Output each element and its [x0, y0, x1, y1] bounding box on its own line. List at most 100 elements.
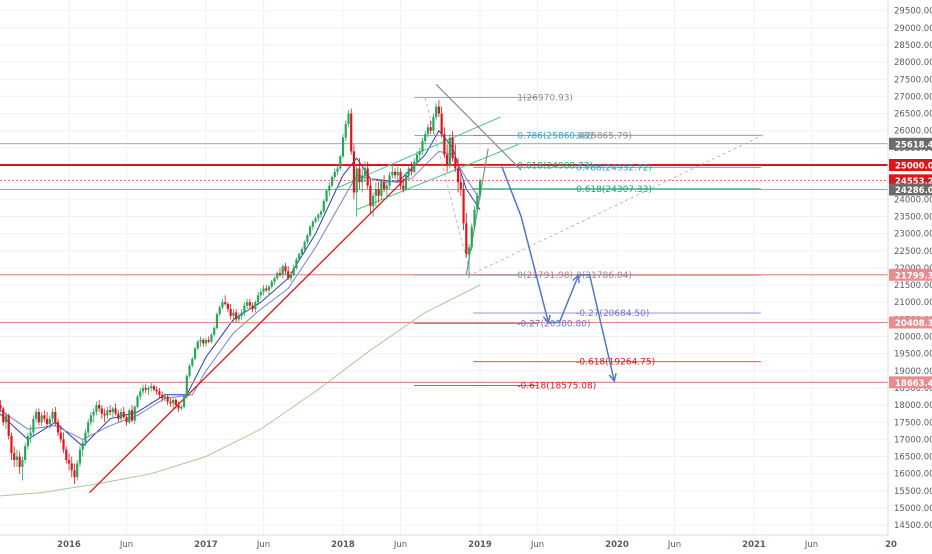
candle-body — [355, 168, 358, 193]
candle-body — [459, 182, 462, 190]
candle-body — [84, 432, 87, 443]
candle-body — [193, 348, 197, 359]
candle-body — [344, 123, 347, 138]
trendline — [89, 174, 410, 494]
candle-body — [119, 411, 123, 419]
candle-body — [478, 180, 482, 196]
candle-body — [169, 401, 172, 404]
fib-level-label: 1(26970.93) — [517, 93, 573, 103]
candle-body — [210, 334, 213, 342]
candle-body — [421, 140, 424, 152]
candle-body — [232, 312, 235, 316]
candle-body — [404, 175, 408, 190]
candle-body — [372, 195, 375, 207]
candle-body — [62, 439, 65, 450]
candle-body — [393, 171, 397, 176]
candle-body — [59, 432, 62, 440]
projection-arrowhead — [542, 314, 551, 325]
price-tick-label: 16500.00 — [894, 453, 932, 463]
price-level-tag-label: 21799.36 — [895, 271, 932, 281]
candle-body — [224, 302, 227, 304]
price-tick-label: 21000.00 — [894, 298, 932, 308]
candle-body — [141, 387, 145, 392]
price-tick-label: 24000.00 — [894, 195, 932, 205]
candle-body — [339, 156, 342, 169]
candle-body — [213, 327, 216, 335]
price-tick-label: 28000.00 — [894, 58, 932, 68]
time-tick-label: 20 — [885, 540, 897, 550]
candle-body — [35, 411, 38, 419]
moving-average-line — [0, 284, 481, 497]
candle-body — [363, 168, 367, 176]
candle-body — [281, 266, 284, 275]
candle-body — [76, 463, 79, 478]
candle-body — [7, 415, 10, 436]
candle-body — [95, 405, 98, 412]
candle-body — [361, 175, 364, 183]
candle-body — [317, 214, 320, 219]
candle-body — [347, 113, 350, 124]
candle-body — [161, 394, 164, 399]
candle-body — [396, 171, 399, 176]
candle-body — [254, 302, 257, 310]
candle-body — [243, 305, 246, 313]
candle-body — [391, 171, 394, 176]
candle-body — [158, 391, 161, 395]
candle-body — [155, 389, 158, 392]
candle-body — [446, 154, 449, 165]
time-tick-label: Jun — [256, 540, 270, 550]
candle-body — [45, 418, 49, 424]
candle-body — [117, 413, 120, 419]
candle-body — [10, 435, 13, 454]
candle-body — [284, 266, 287, 272]
candle-body — [429, 127, 432, 131]
price-tick-label: 22500.00 — [894, 247, 932, 257]
candle-body — [448, 137, 451, 165]
candle-body — [103, 413, 106, 416]
fib-level-label: 0.618(24307.33) — [576, 185, 652, 195]
price-tick-label: 28500.00 — [894, 41, 932, 51]
price-level-tag — [889, 376, 932, 389]
candle-body — [26, 435, 29, 447]
candle-body — [196, 341, 199, 349]
candle-body — [204, 339, 208, 344]
time-tick-label: Jun — [393, 540, 407, 550]
candle-body — [424, 134, 427, 141]
candle-body — [287, 271, 290, 279]
price-level-tag-label: 25000.00 — [895, 162, 932, 172]
price-tick-label: 17500.00 — [894, 418, 932, 428]
candle-body — [385, 185, 388, 190]
candle-body — [150, 386, 153, 388]
candle-body — [237, 315, 240, 320]
fib-level-label: -0.27(20684.50) — [576, 309, 649, 319]
price-tick-label: 15500.00 — [894, 487, 932, 497]
moving-average-line — [0, 150, 481, 440]
candle-body — [276, 273, 279, 279]
candle-body — [13, 453, 16, 460]
candle-body — [440, 113, 443, 135]
candle-body — [336, 168, 339, 172]
price-level-tag — [889, 268, 932, 281]
candle-body — [37, 411, 40, 423]
price-tick-label: 14500.00 — [894, 521, 932, 531]
candle-body — [235, 312, 238, 320]
price-tick-label: 23000.00 — [894, 230, 932, 240]
candle-body — [432, 116, 435, 131]
fib-level-label: -0.618(19264.75) — [576, 358, 655, 368]
candle-body — [136, 396, 139, 407]
candle-body — [265, 288, 268, 291]
price-level-tag-label: 24286.03 — [895, 186, 932, 196]
candle-body — [122, 411, 125, 418]
candle-body — [300, 249, 303, 255]
time-tick-label: Jun — [667, 540, 681, 550]
candle-body — [67, 459, 71, 464]
time-tick-label: Jun — [530, 540, 544, 550]
candle-body — [467, 247, 471, 255]
candle-body — [2, 408, 5, 423]
candle-body — [180, 406, 183, 409]
candle-body — [199, 339, 202, 342]
price-tick-label: 20000.00 — [894, 333, 932, 343]
candle-body — [163, 396, 166, 399]
candle-body — [182, 396, 186, 407]
